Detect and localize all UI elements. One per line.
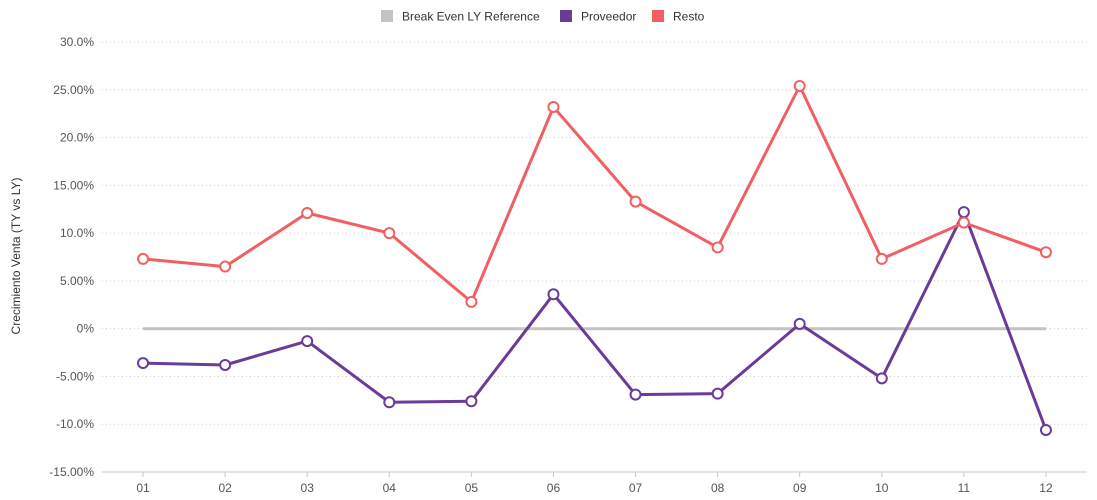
data-point-2[interactable] <box>957 216 970 229</box>
x-tick-label: 12 <box>1039 481 1053 495</box>
y-tick-label: -10.0% <box>56 417 94 431</box>
y-tick-label: 5.00% <box>60 274 94 288</box>
axes: -15.00% -10.0% -5.00% 0% 5.00% 10.0% 15.00% 20.… <box>49 35 1087 495</box>
data-point-1[interactable] <box>301 335 314 348</box>
x-tick-label: 10 <box>875 481 889 495</box>
x-tick-label: 01 <box>136 481 150 495</box>
data-point-2[interactable] <box>711 241 724 254</box>
x-tick-label: 08 <box>711 481 725 495</box>
y-tick-label: 20.0% <box>60 131 94 145</box>
y-tick-label: 30.0% <box>60 35 94 49</box>
data-point-1[interactable] <box>1039 423 1052 436</box>
x-tick-label: 06 <box>547 481 561 495</box>
legend-swatch <box>381 10 393 22</box>
legend-item-1[interactable]: Proveedor <box>560 10 636 24</box>
y-tick-label: 25.00% <box>53 83 94 97</box>
series-line-1 <box>142 210 1048 431</box>
x-tick-label: 03 <box>301 481 315 495</box>
legend-label: Resto <box>673 10 705 24</box>
data-point-2[interactable] <box>383 227 396 240</box>
data-point-2[interactable] <box>793 79 806 92</box>
data-point-2[interactable] <box>465 295 478 308</box>
x-tick-label: 02 <box>218 481 232 495</box>
y-tick-label: 0% <box>77 322 95 336</box>
legend-label: Proveedor <box>581 10 636 24</box>
data-point-1[interactable] <box>875 372 888 385</box>
x-tick-label: 04 <box>383 481 397 495</box>
data-point-2[interactable] <box>219 260 232 273</box>
data-point-2[interactable] <box>301 207 314 220</box>
y-tick-label: 10.0% <box>60 226 94 240</box>
legend-item-0[interactable]: Break Even LY Reference <box>381 10 540 24</box>
legend-label: Break Even LY Reference <box>402 10 540 24</box>
x-tick-label: 07 <box>629 481 643 495</box>
data-point-1[interactable] <box>465 395 478 408</box>
y-tick-label: 15.00% <box>53 178 94 192</box>
data-point-1[interactable] <box>137 357 150 370</box>
series-line-2 <box>142 84 1047 304</box>
data-point-2[interactable] <box>875 252 888 265</box>
x-tick-label: 11 <box>958 481 971 495</box>
legend-item-2[interactable]: Resto <box>652 10 705 24</box>
data-point-2[interactable] <box>137 252 150 265</box>
data-point-1[interactable] <box>219 358 232 371</box>
series-layer <box>137 79 1052 436</box>
y-axis-title: Crecimiento Venta (TY vs LY) <box>9 178 23 335</box>
data-point-1[interactable] <box>383 396 396 409</box>
data-point-1[interactable] <box>629 388 642 401</box>
legend-swatch <box>560 10 572 22</box>
x-tick-label: 05 <box>465 481 479 495</box>
y-tick-label: -15.00% <box>49 465 94 479</box>
data-point-1[interactable] <box>711 387 724 400</box>
x-tick-label: 09 <box>793 481 807 495</box>
data-point-2[interactable] <box>629 195 642 208</box>
data-point-1[interactable] <box>957 206 970 219</box>
legend: Break Even LY Reference Proveedor Resto <box>381 10 705 24</box>
data-point-2[interactable] <box>547 100 560 113</box>
legend-swatch <box>652 10 664 22</box>
data-point-1[interactable] <box>547 288 560 301</box>
data-point-2[interactable] <box>1039 246 1052 259</box>
data-point-1[interactable] <box>793 317 806 330</box>
y-tick-label: -5.00% <box>56 369 94 383</box>
